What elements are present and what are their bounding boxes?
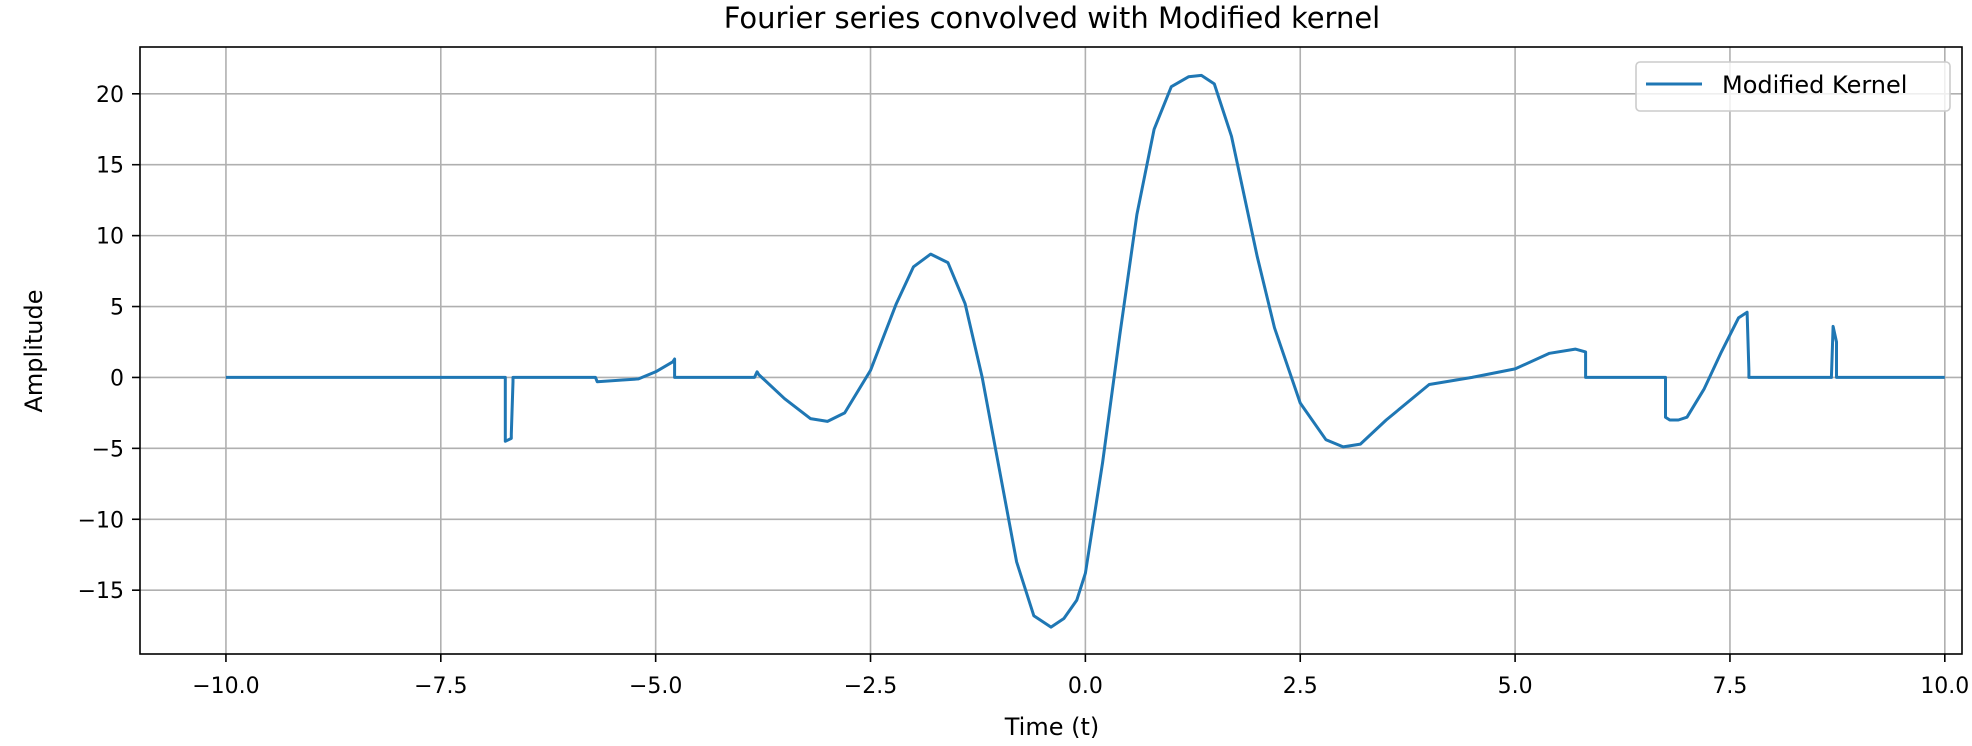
x-tick-label: −2.5 [844, 674, 897, 699]
x-tick-label: −10.0 [192, 674, 259, 699]
x-tick-label: 0.0 [1068, 674, 1103, 699]
x-tick-label: −5.0 [629, 674, 682, 699]
y-axis-title: Amplitude [20, 290, 48, 413]
x-tick-label: 5.0 [1498, 674, 1533, 699]
series-group [225, 73, 1945, 629]
y-tick-label: −15 [78, 579, 124, 604]
y-tick-label: −5 [92, 437, 124, 462]
x-tick-label: −7.5 [414, 674, 467, 699]
y-tick-label: 20 [96, 83, 124, 108]
x-axis-ticks: −10.0 −7.5 −5.0 −2.5 0.0 2.5 5.0 7.5 10.0 [192, 654, 1969, 699]
x-tick-label: 2.5 [1283, 674, 1318, 699]
y-tick-label: 0 [110, 366, 124, 391]
chart-title: Fourier series convolved with Modified k… [724, 1, 1381, 35]
y-tick-label: −10 [78, 508, 124, 533]
x-tick-label: 7.5 [1712, 674, 1747, 699]
y-tick-label: 15 [96, 154, 124, 179]
y-axis-ticks: −15 −10 −5 0 5 10 15 20 [78, 83, 140, 604]
plot-frame [139, 46, 1963, 655]
y-tick-label: 10 [96, 225, 124, 250]
y-tick-label: 5 [110, 296, 124, 321]
legend: Modified Kernel [1635, 61, 1951, 112]
legend-box [1635, 61, 1951, 112]
series-line-modified-kernel [225, 73, 1945, 629]
x-axis-title: Time (t) [1004, 713, 1100, 741]
legend-label: Modified Kernel [1722, 71, 1907, 99]
x-tick-label: 10.0 [1920, 674, 1969, 699]
